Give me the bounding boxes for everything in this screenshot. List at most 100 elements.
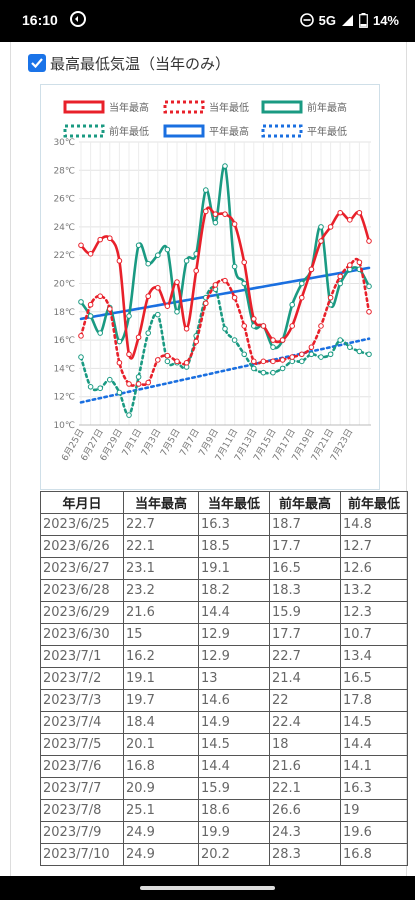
data-point (251, 365, 257, 372)
table-cell: 13 (198, 667, 270, 690)
data-point (289, 301, 295, 308)
table-row: 2023/7/3 19.7 14.6 22 17.8 (40, 689, 408, 712)
table-cell: 12.9 (198, 623, 270, 646)
table-cell: 22.7 (123, 513, 199, 536)
data-point (299, 351, 305, 358)
data-point (145, 330, 151, 336)
table-cell: 18.7 (269, 513, 341, 536)
data-point (318, 354, 324, 360)
data-point (299, 280, 305, 287)
table-cell: 26.6 (269, 799, 341, 822)
data-point (164, 303, 171, 309)
y-tick-label: 28℃ (53, 166, 75, 176)
data-point (183, 258, 190, 264)
table-cell: 21.4 (269, 667, 341, 690)
data-point (318, 323, 324, 329)
table-cell: 22.4 (269, 711, 341, 734)
data-point (116, 359, 123, 366)
table-cell: 16.8 (340, 843, 408, 866)
data-point (347, 217, 353, 223)
table-cell: 28.3 (269, 843, 341, 866)
data-point (203, 208, 209, 215)
data-point (241, 351, 247, 358)
data-point (337, 209, 344, 216)
table-cell: 22.1 (123, 535, 199, 558)
data-point (222, 277, 228, 284)
data-point (116, 338, 123, 345)
data-point (308, 266, 315, 273)
table-cell: 17.7 (269, 535, 341, 558)
data-point (126, 313, 132, 319)
data-point (164, 352, 171, 359)
data-point (270, 369, 276, 376)
data-point (231, 294, 238, 301)
data-point (87, 250, 94, 257)
table-cell: 12.3 (340, 601, 408, 624)
data-point (222, 163, 228, 169)
table-cell: 24.9 (123, 821, 199, 844)
data-point (289, 354, 295, 360)
data-point (203, 300, 209, 307)
table-cell: 23.2 (123, 579, 199, 602)
battery-label: 14% (372, 12, 399, 28)
table-cell: 21.6 (123, 601, 199, 624)
table-cell: 15 (123, 623, 199, 646)
data-point (155, 311, 161, 318)
legend-label-5: 平年最低 (307, 125, 347, 138)
legend-label-1: 当年最低 (209, 101, 249, 114)
data-point (78, 354, 84, 360)
data-point (251, 316, 257, 322)
data-point (308, 351, 315, 358)
table-row: 2023/7/6 16.8 14.4 21.6 14.1 (40, 755, 408, 778)
data-point (308, 344, 315, 350)
data-point (231, 263, 238, 270)
data-point (279, 337, 286, 343)
table-cell: 2023/7/7 (40, 777, 124, 800)
data-point (164, 246, 171, 253)
legend-swatch-3 (63, 124, 105, 138)
data-point (212, 211, 219, 217)
data-point (347, 262, 353, 268)
temperature-checkbox[interactable] (28, 54, 46, 72)
data-point (279, 365, 286, 372)
table-cell: 18 (269, 733, 341, 756)
legend-swatch-5 (261, 124, 303, 138)
data-point (193, 338, 199, 345)
table-row: 2023/7/1 16.2 12.9 22.7 13.4 (40, 645, 408, 668)
network-label: 5G (318, 12, 336, 28)
table-cell: 2023/6/25 (40, 513, 124, 536)
data-point (337, 337, 344, 343)
table-header-0: 年月日 (40, 491, 124, 514)
table-cell: 17.8 (340, 689, 408, 712)
table-cell: 23.1 (123, 557, 199, 580)
data-point (97, 385, 104, 392)
table-header-row: 年月日 当年最高 当年最低 前年最高 前年最低 (40, 491, 408, 514)
data-point (366, 309, 372, 315)
temperature-table: 年月日 当年最高 当年最低 前年最高 前年最低 2023/6/25 22.7 16.3 18.… (40, 491, 408, 866)
data-point (155, 284, 161, 291)
table-cell: 25.1 (123, 799, 199, 822)
table-cell: 20.2 (198, 843, 270, 866)
table-cell: 2023/6/29 (40, 601, 124, 624)
temperature-checkbox-row[interactable]: 最高最低気温（当年のみ） (28, 52, 230, 74)
legend-swatch-0 (63, 100, 105, 114)
data-point (366, 283, 372, 290)
table-row: 2023/7/5 20.1 14.5 18 14.4 (40, 733, 408, 756)
table-cell: 24.9 (123, 843, 199, 866)
table-cell: 14.5 (198, 733, 270, 756)
data-point (87, 383, 94, 390)
sync-icon (70, 11, 86, 27)
table-cell: 21.6 (269, 755, 341, 778)
table-cell: 18.4 (123, 711, 199, 734)
table-cell: 22.7 (269, 645, 341, 668)
table-cell: 14.4 (198, 601, 270, 624)
signal-icon (341, 14, 353, 26)
data-point (347, 344, 353, 350)
data-point (366, 238, 372, 244)
data-point (318, 238, 324, 244)
y-tick-label: 18℃ (53, 308, 75, 318)
y-tick-label: 20℃ (53, 280, 75, 290)
home-handle[interactable] (140, 886, 275, 890)
table-cell: 2023/6/26 (40, 535, 124, 558)
data-point (270, 337, 276, 343)
